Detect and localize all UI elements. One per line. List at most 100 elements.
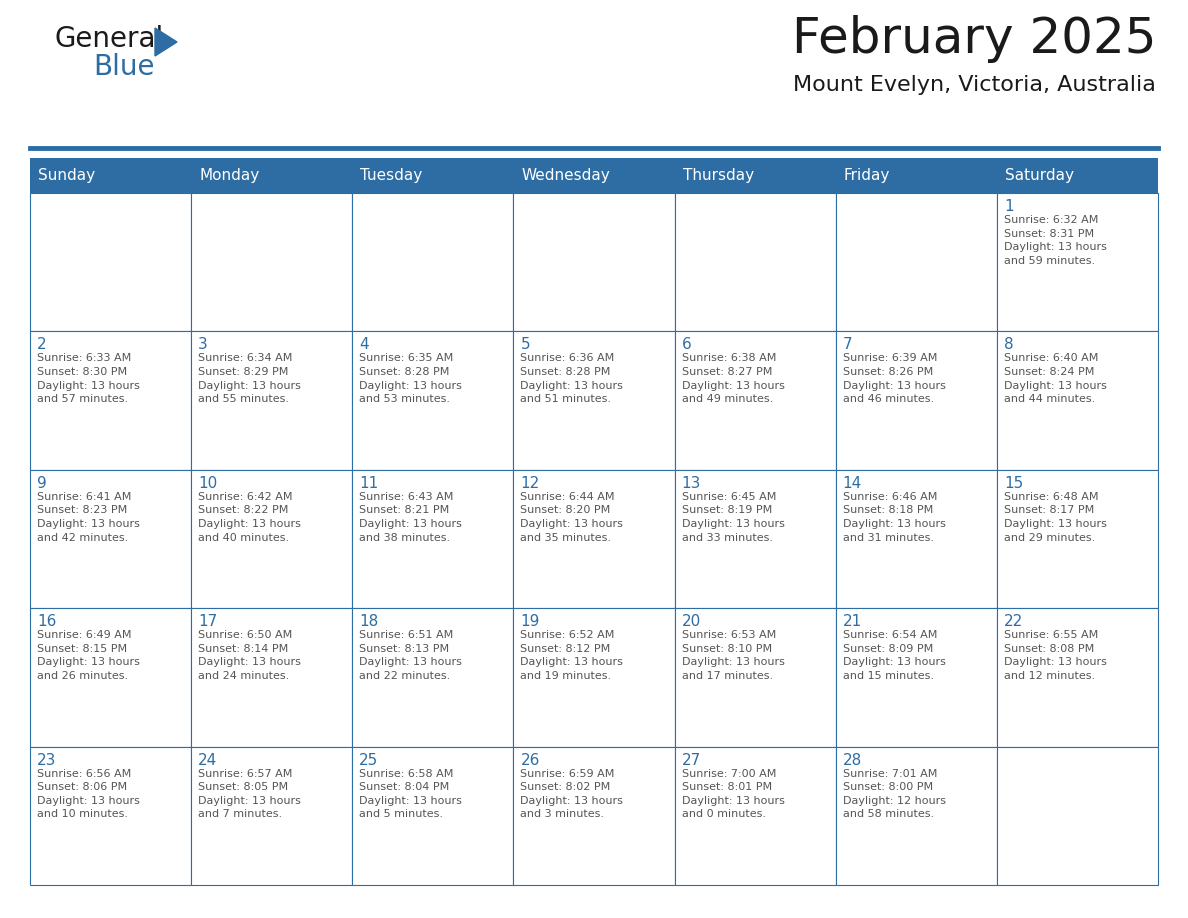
Text: 9: 9 [37,476,46,491]
Bar [191,193,353,331]
Polygon shape [154,28,177,56]
Text: 3: 3 [198,338,208,353]
Text: 2: 2 [37,338,46,353]
Text: Sunrise: 6:33 AM
Sunset: 8:30 PM
Daylight: 13 hours
and 57 minutes.: Sunrise: 6:33 AM Sunset: 8:30 PM Dayligh… [37,353,140,404]
Text: Sunrise: 6:52 AM
Sunset: 8:12 PM
Daylight: 13 hours
and 19 minutes.: Sunrise: 6:52 AM Sunset: 8:12 PM Dayligh… [520,630,624,681]
Bar [675,470,835,609]
Text: 24: 24 [198,753,217,767]
Bar [353,746,513,885]
Bar [353,193,513,331]
Text: Saturday: Saturday [1005,168,1074,183]
Text: February 2025: February 2025 [791,15,1156,63]
Bar [513,331,675,470]
Bar [513,609,675,746]
Bar [835,158,997,193]
Text: 26: 26 [520,753,539,767]
Text: 18: 18 [359,614,379,629]
Text: Sunrise: 6:58 AM
Sunset: 8:04 PM
Daylight: 13 hours
and 5 minutes.: Sunrise: 6:58 AM Sunset: 8:04 PM Dayligh… [359,768,462,820]
Text: 19: 19 [520,614,539,629]
Text: Mount Evelyn, Victoria, Australia: Mount Evelyn, Victoria, Australia [794,75,1156,95]
Text: General: General [55,25,164,53]
Bar [835,470,997,609]
Text: Sunrise: 6:39 AM
Sunset: 8:26 PM
Daylight: 13 hours
and 46 minutes.: Sunrise: 6:39 AM Sunset: 8:26 PM Dayligh… [842,353,946,404]
Bar [675,158,835,193]
Text: Sunrise: 6:32 AM
Sunset: 8:31 PM
Daylight: 13 hours
and 59 minutes.: Sunrise: 6:32 AM Sunset: 8:31 PM Dayligh… [1004,215,1107,266]
Text: Sunday: Sunday [38,168,95,183]
Text: 11: 11 [359,476,379,491]
Text: 15: 15 [1004,476,1023,491]
Bar [835,746,997,885]
Text: 16: 16 [37,614,56,629]
Text: Sunrise: 6:45 AM
Sunset: 8:19 PM
Daylight: 13 hours
and 33 minutes.: Sunrise: 6:45 AM Sunset: 8:19 PM Dayligh… [682,492,784,543]
Text: 27: 27 [682,753,701,767]
Bar [30,193,191,331]
Bar [997,746,1158,885]
Bar [353,331,513,470]
Text: Sunrise: 6:54 AM
Sunset: 8:09 PM
Daylight: 13 hours
and 15 minutes.: Sunrise: 6:54 AM Sunset: 8:09 PM Dayligh… [842,630,946,681]
Bar [997,193,1158,331]
Text: Thursday: Thursday [683,168,753,183]
Bar [997,158,1158,193]
Text: Sunrise: 6:53 AM
Sunset: 8:10 PM
Daylight: 13 hours
and 17 minutes.: Sunrise: 6:53 AM Sunset: 8:10 PM Dayligh… [682,630,784,681]
Bar [513,193,675,331]
Text: Sunrise: 6:49 AM
Sunset: 8:15 PM
Daylight: 13 hours
and 26 minutes.: Sunrise: 6:49 AM Sunset: 8:15 PM Dayligh… [37,630,140,681]
Bar [835,331,997,470]
Text: Sunrise: 6:59 AM
Sunset: 8:02 PM
Daylight: 13 hours
and 3 minutes.: Sunrise: 6:59 AM Sunset: 8:02 PM Dayligh… [520,768,624,820]
Bar [675,746,835,885]
Text: Friday: Friday [843,168,890,183]
Text: Sunrise: 6:41 AM
Sunset: 8:23 PM
Daylight: 13 hours
and 42 minutes.: Sunrise: 6:41 AM Sunset: 8:23 PM Dayligh… [37,492,140,543]
Text: 28: 28 [842,753,862,767]
Text: 4: 4 [359,338,369,353]
Text: 7: 7 [842,338,852,353]
Bar [997,470,1158,609]
Text: 8: 8 [1004,338,1013,353]
Text: 17: 17 [198,614,217,629]
Text: Wednesday: Wednesday [522,168,611,183]
Text: 25: 25 [359,753,379,767]
Text: 21: 21 [842,614,862,629]
Bar [835,609,997,746]
Text: 22: 22 [1004,614,1023,629]
Text: Sunrise: 6:56 AM
Sunset: 8:06 PM
Daylight: 13 hours
and 10 minutes.: Sunrise: 6:56 AM Sunset: 8:06 PM Dayligh… [37,768,140,820]
Bar [191,331,353,470]
Bar [30,470,191,609]
Bar [513,746,675,885]
Bar [353,470,513,609]
Text: Sunrise: 6:51 AM
Sunset: 8:13 PM
Daylight: 13 hours
and 22 minutes.: Sunrise: 6:51 AM Sunset: 8:13 PM Dayligh… [359,630,462,681]
Text: Sunrise: 7:01 AM
Sunset: 8:00 PM
Daylight: 12 hours
and 58 minutes.: Sunrise: 7:01 AM Sunset: 8:00 PM Dayligh… [842,768,946,820]
Bar [675,193,835,331]
Text: Tuesday: Tuesday [360,168,423,183]
Bar [835,193,997,331]
Bar [513,158,675,193]
Text: Sunrise: 6:40 AM
Sunset: 8:24 PM
Daylight: 13 hours
and 44 minutes.: Sunrise: 6:40 AM Sunset: 8:24 PM Dayligh… [1004,353,1107,404]
Text: Sunrise: 6:46 AM
Sunset: 8:18 PM
Daylight: 13 hours
and 31 minutes.: Sunrise: 6:46 AM Sunset: 8:18 PM Dayligh… [842,492,946,543]
Text: 12: 12 [520,476,539,491]
Bar [30,158,191,193]
Bar [191,470,353,609]
Text: Monday: Monday [200,168,259,183]
Text: 23: 23 [37,753,56,767]
Bar [675,609,835,746]
Bar [191,158,353,193]
Bar [675,331,835,470]
Text: 14: 14 [842,476,862,491]
Text: 20: 20 [682,614,701,629]
Text: Sunrise: 7:00 AM
Sunset: 8:01 PM
Daylight: 13 hours
and 0 minutes.: Sunrise: 7:00 AM Sunset: 8:01 PM Dayligh… [682,768,784,820]
Text: Sunrise: 6:35 AM
Sunset: 8:28 PM
Daylight: 13 hours
and 53 minutes.: Sunrise: 6:35 AM Sunset: 8:28 PM Dayligh… [359,353,462,404]
Bar [353,158,513,193]
Text: Sunrise: 6:38 AM
Sunset: 8:27 PM
Daylight: 13 hours
and 49 minutes.: Sunrise: 6:38 AM Sunset: 8:27 PM Dayligh… [682,353,784,404]
Text: Sunrise: 6:55 AM
Sunset: 8:08 PM
Daylight: 13 hours
and 12 minutes.: Sunrise: 6:55 AM Sunset: 8:08 PM Dayligh… [1004,630,1107,681]
Text: 5: 5 [520,338,530,353]
Bar [30,331,191,470]
Text: Sunrise: 6:50 AM
Sunset: 8:14 PM
Daylight: 13 hours
and 24 minutes.: Sunrise: 6:50 AM Sunset: 8:14 PM Dayligh… [198,630,301,681]
Bar [997,609,1158,746]
Text: Sunrise: 6:44 AM
Sunset: 8:20 PM
Daylight: 13 hours
and 35 minutes.: Sunrise: 6:44 AM Sunset: 8:20 PM Dayligh… [520,492,624,543]
Bar [513,470,675,609]
Bar [30,746,191,885]
Text: 1: 1 [1004,199,1013,214]
Text: 13: 13 [682,476,701,491]
Text: 10: 10 [198,476,217,491]
Bar [30,609,191,746]
Text: Sunrise: 6:43 AM
Sunset: 8:21 PM
Daylight: 13 hours
and 38 minutes.: Sunrise: 6:43 AM Sunset: 8:21 PM Dayligh… [359,492,462,543]
Text: 6: 6 [682,338,691,353]
